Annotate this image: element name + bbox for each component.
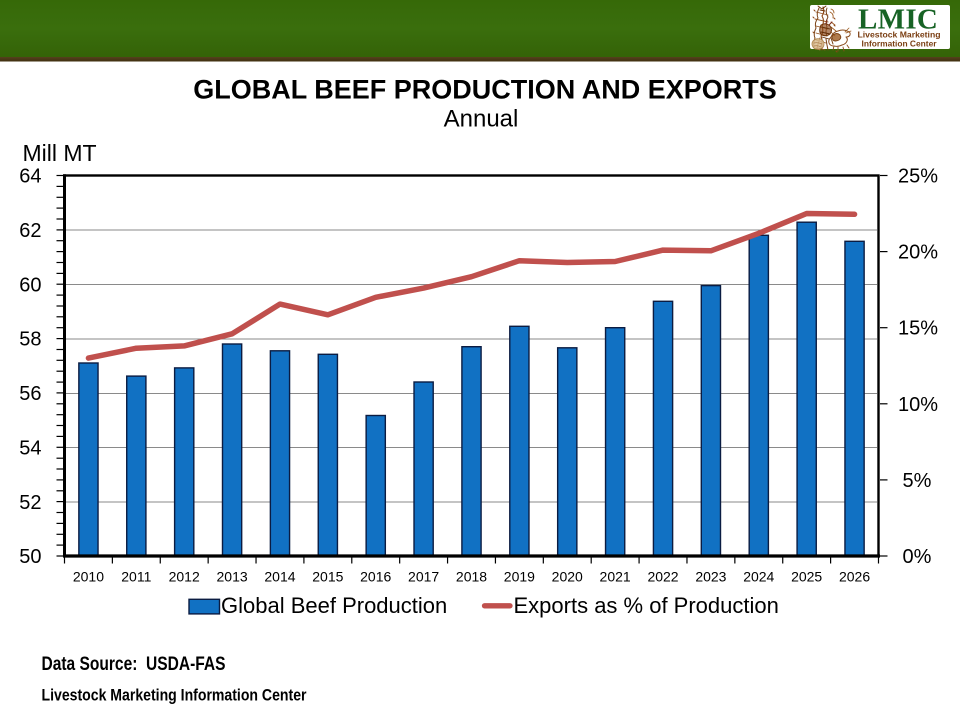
svg-text:0%: 0% xyxy=(903,546,932,568)
svg-text:Annual: Annual xyxy=(444,106,519,133)
svg-text:2011: 2011 xyxy=(121,569,151,585)
svg-text:Global Beef Production: Global Beef Production xyxy=(221,593,447,618)
svg-text:2025: 2025 xyxy=(791,569,822,585)
svg-text:Mill MT: Mill MT xyxy=(23,140,97,166)
svg-text:58: 58 xyxy=(19,329,41,351)
svg-text:15%: 15% xyxy=(898,318,938,340)
svg-text:2012: 2012 xyxy=(169,569,200,585)
svg-text:2020: 2020 xyxy=(552,569,583,585)
svg-text:60: 60 xyxy=(19,274,41,296)
svg-text:2026: 2026 xyxy=(839,569,870,585)
svg-text:2019: 2019 xyxy=(504,569,535,585)
svg-text:20%: 20% xyxy=(898,242,938,264)
svg-text:Exports as % of Production: Exports as % of Production xyxy=(514,593,779,618)
svg-text:2024: 2024 xyxy=(743,569,774,585)
svg-text:2013: 2013 xyxy=(217,569,248,585)
svg-text:56: 56 xyxy=(19,383,41,405)
svg-text:LMIC: LMIC xyxy=(858,4,938,36)
svg-text:2018: 2018 xyxy=(456,569,487,585)
svg-text:2016: 2016 xyxy=(360,569,391,585)
svg-text:2017: 2017 xyxy=(408,569,439,585)
svg-text:GLOBAL BEEF PRODUCTION AND EXP: GLOBAL BEEF PRODUCTION AND EXPORTS xyxy=(193,74,777,104)
svg-text:2022: 2022 xyxy=(647,569,678,585)
svg-text:2015: 2015 xyxy=(312,569,343,585)
svg-text:64: 64 xyxy=(19,166,41,188)
svg-text:25%: 25% xyxy=(898,166,938,188)
svg-text:Information Center: Information Center xyxy=(862,39,938,49)
svg-text:Data Source: USDA-FAS: Data Source: USDA-FAS xyxy=(42,654,226,675)
svg-text:5%: 5% xyxy=(903,470,932,492)
svg-text:2010: 2010 xyxy=(73,569,104,585)
svg-text:62: 62 xyxy=(19,220,41,242)
svg-text:54: 54 xyxy=(19,438,41,460)
svg-text:2014: 2014 xyxy=(264,569,295,585)
svg-text:Livestock Marketing Informatio: Livestock Marketing Information Center xyxy=(42,686,307,705)
svg-text:52: 52 xyxy=(19,492,41,514)
svg-text:Livestock Marketing: Livestock Marketing xyxy=(858,30,941,40)
svg-text:10%: 10% xyxy=(898,394,938,416)
svg-text:2023: 2023 xyxy=(695,569,726,585)
svg-text:50: 50 xyxy=(19,546,41,568)
svg-text:2021: 2021 xyxy=(600,569,631,585)
